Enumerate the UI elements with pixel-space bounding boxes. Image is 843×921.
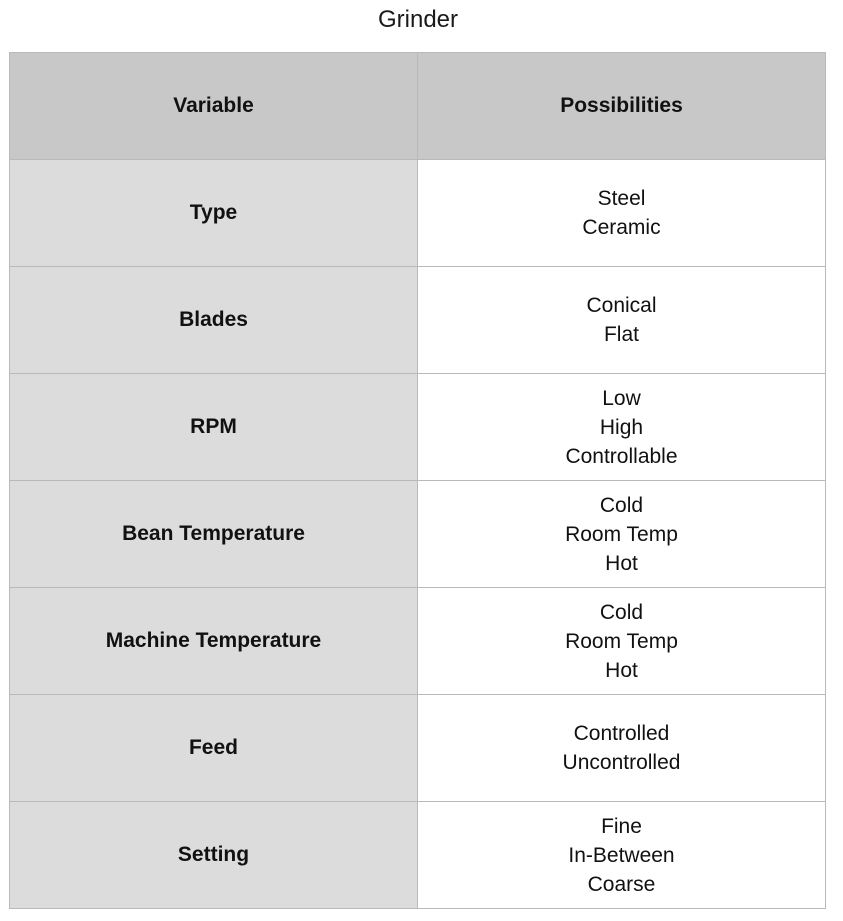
possibility-item: Cold (599, 493, 644, 517)
possibilities-cell: Controlled Uncontrolled (417, 694, 826, 802)
column-header-possibilities: Possibilities (417, 52, 826, 160)
variable-cell: Feed (9, 694, 418, 802)
possibility-item: Room Temp (565, 629, 678, 653)
variable-cell: Blades (9, 266, 418, 374)
grinder-variables-table: Variable Possibilities Type Steel Cerami… (9, 52, 826, 909)
possibility-item: Ceramic (582, 216, 661, 239)
page-title: Grinder (377, 6, 459, 33)
variable-cell: Setting (9, 801, 418, 909)
possibility-item: Conical (586, 294, 657, 317)
variable-cell: Machine Temperature (9, 587, 418, 695)
possibility-item: Fine (601, 814, 642, 838)
possibilities-cell: Low High Controllable (417, 373, 826, 481)
possibilities-cell: Conical Flat (417, 266, 826, 374)
possibility-item: Cold (599, 600, 644, 624)
possibility-item: Flat (603, 323, 639, 346)
table-row: RPM Low High Controllable (9, 373, 826, 481)
possibilities-cell: Fine In-Between Coarse (417, 801, 826, 909)
possibilities-cell: Steel Ceramic (417, 159, 826, 267)
possibility-item: Room Temp (565, 522, 678, 546)
possibility-item: Coarse (587, 872, 656, 896)
table-row: Machine Temperature Cold Room Temp Hot (9, 587, 826, 695)
table-row: Feed Controlled Uncontrolled (9, 694, 826, 802)
possibility-item: Hot (605, 658, 638, 682)
possibility-item: Hot (605, 551, 638, 575)
table-row: Type Steel Ceramic (9, 159, 826, 267)
table-row: Bean Temperature Cold Room Temp Hot (9, 480, 826, 588)
table-row: Setting Fine In-Between Coarse (9, 801, 826, 909)
possibility-item: Uncontrolled (562, 751, 681, 774)
table-header-row: Variable Possibilities (9, 52, 826, 160)
possibility-item: Controlled (573, 722, 670, 745)
variable-cell: Type (9, 159, 418, 267)
possibilities-cell: Cold Room Temp Hot (417, 480, 826, 588)
possibility-item: Steel (597, 187, 646, 210)
variable-cell: RPM (9, 373, 418, 481)
variable-cell: Bean Temperature (9, 480, 418, 588)
possibilities-cell: Cold Room Temp Hot (417, 587, 826, 695)
possibility-item: In-Between (568, 843, 675, 867)
possibility-item: High (599, 415, 644, 439)
possibility-item: Low (602, 386, 641, 410)
column-header-variable: Variable (9, 52, 418, 160)
table-row: Blades Conical Flat (9, 266, 826, 374)
possibility-item: Controllable (565, 444, 678, 468)
